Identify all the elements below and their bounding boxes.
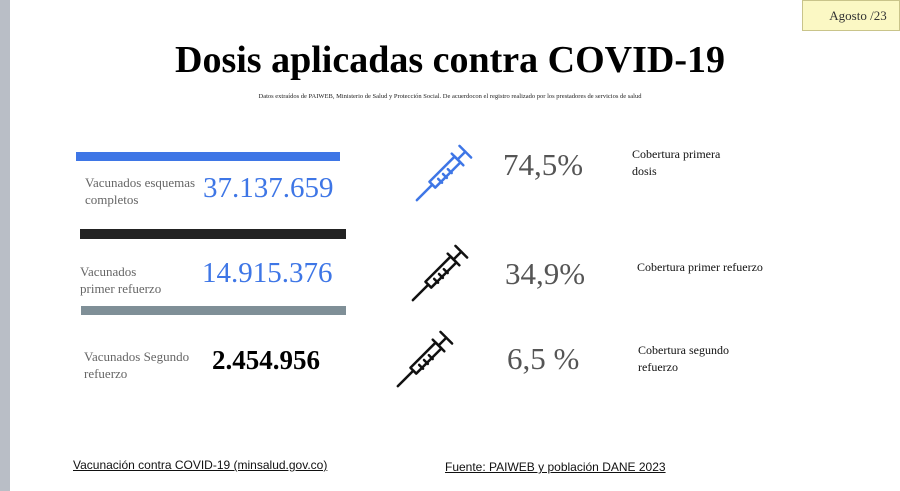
- stat-value-completos: 37.137.659: [203, 172, 334, 204]
- stat-value-primer-refuerzo: 14.915.376: [202, 257, 333, 289]
- coverage-label-line: dosis: [632, 164, 657, 178]
- stat-label-completos: Vacunados esquemas completos: [85, 174, 195, 208]
- coverage-label-primera: Cobertura primera dosis: [632, 146, 720, 180]
- coverage-label-segundo-refuerzo: Cobertura segundo refuerzo: [638, 342, 729, 376]
- stat-label-line: Vacunados Segundo: [84, 349, 190, 364]
- coverage-label-line: refuerzo: [638, 360, 678, 374]
- coverage-percent-primera: 74,5%: [503, 147, 584, 182]
- stat-label-line: completos: [85, 192, 139, 207]
- syringe-icon: [396, 330, 454, 388]
- divider-bar-blue: [76, 152, 340, 161]
- stat-label-line: Vacunados: [80, 264, 137, 279]
- stat-label-primer-refuerzo: Vacunados primer refuerzo: [80, 263, 161, 297]
- stat-value-segundo-refuerzo: 2.454.956: [212, 345, 320, 375]
- divider-bar-gray: [81, 306, 346, 315]
- stat-label-line: refuerzo: [84, 366, 128, 381]
- coverage-label-line: Cobertura segundo: [638, 343, 729, 357]
- date-badge: Agosto /23: [802, 0, 900, 31]
- stat-label-line: Vacunados esquemas: [85, 175, 196, 190]
- syringe-icon: [411, 244, 469, 302]
- minsalud-link[interactable]: Vacunación contra COVID-19 (minsalud.gov…: [73, 458, 328, 472]
- syringe-icon: [415, 144, 473, 202]
- page-subtitle: Datos extraídos de PAIWEB, Ministerio de…: [258, 93, 642, 100]
- coverage-label-line: Cobertura primer refuerzo: [637, 260, 763, 274]
- stat-label-line: primer refuerzo: [80, 281, 162, 296]
- divider-bar-black: [80, 229, 346, 239]
- coverage-label-primer-refuerzo: Cobertura primer refuerzo: [637, 259, 763, 276]
- coverage-label-line: Cobertura primera: [632, 147, 721, 161]
- coverage-percent-primer-refuerzo: 34,9%: [505, 256, 586, 291]
- left-edge-strip: [0, 0, 10, 491]
- source-note: Fuente: PAIWEB y población DANE 2023: [445, 460, 666, 474]
- page-title: Dosis aplicadas contra COVID-19: [175, 39, 725, 81]
- coverage-percent-segundo-refuerzo: 6,5 %: [507, 341, 580, 376]
- stat-label-segundo-refuerzo: Vacunados Segundo refuerzo: [84, 348, 189, 382]
